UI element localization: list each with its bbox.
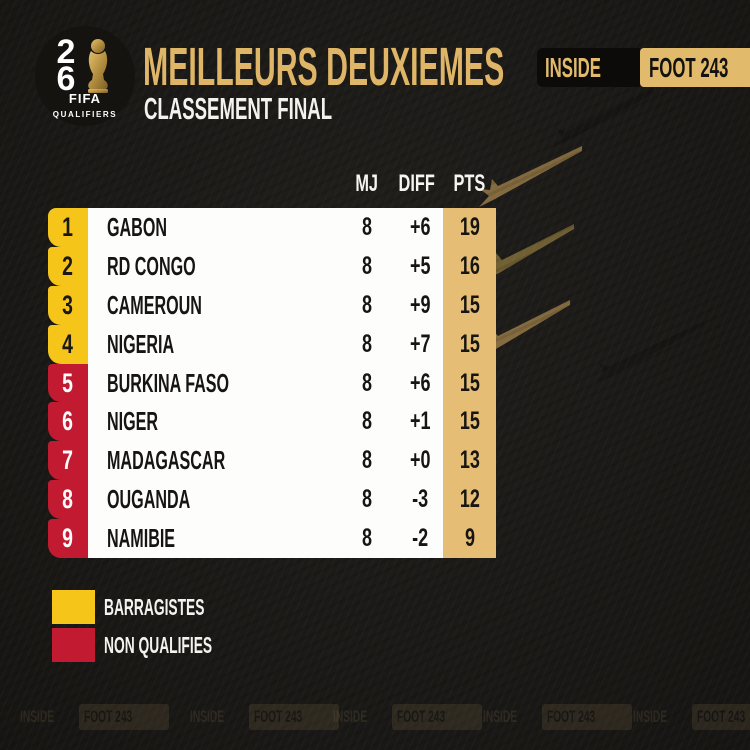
table-row: 9 NAMIBIE 8 -2 9 — [48, 519, 496, 559]
mj-value: 8 — [337, 246, 397, 286]
diff-value: -3 — [397, 480, 443, 520]
legend-label: NON QUALIFIES — [104, 631, 213, 658]
rank-badge: 3 — [48, 285, 88, 325]
watermark-logo: INSIDE FOOT 243 — [483, 704, 632, 730]
diff-value: +7 — [397, 324, 443, 364]
diff-value: +9 — [397, 285, 443, 325]
diff-value: +6 — [397, 208, 443, 247]
rank-badge: 4 — [48, 324, 88, 364]
pts-value: 12 — [443, 480, 496, 520]
mj-value: 8 — [337, 208, 397, 247]
table-row: 8 OUGANDA 8 -3 12 — [48, 480, 496, 520]
diff-value: +0 — [397, 441, 443, 481]
rank-badge: 6 — [48, 402, 88, 442]
team-name: BURKINA FASO — [88, 363, 337, 403]
legend-label: BARRAGISTES — [104, 593, 205, 620]
mj-value: 8 — [337, 324, 397, 364]
dark-claw-mark — [552, 88, 654, 148]
fifa-qualifiers-logo: 2 6 FIFA QUALIFIERS — [35, 26, 135, 126]
table-row: 1 GABON 8 +6 19 — [48, 208, 496, 247]
team-name: NIGERIA — [88, 324, 337, 364]
diff-value: +1 — [397, 402, 443, 442]
rank-badge: 7 — [48, 441, 88, 481]
brand-foot243-segment: FOOT 243 — [640, 48, 750, 87]
pts-value: 19 — [443, 208, 496, 247]
diff-value: -2 — [397, 519, 443, 559]
logo-digit-2: 2 — [56, 33, 76, 71]
team-name: RD CONGO — [88, 246, 337, 286]
legend-swatch-red — [52, 628, 95, 662]
mj-value: 8 — [337, 480, 397, 520]
legend-item-barragistes: BARRAGISTES — [52, 590, 271, 624]
rank-badge: 1 — [48, 208, 88, 247]
page-subtitle: CLASSEMENT FINAL — [144, 91, 333, 126]
watermark-row: INSIDE FOOT 243 INSIDE FOOT 243 INSIDE FOOT 2… — [0, 704, 750, 732]
mj-value: 8 — [337, 519, 397, 559]
rank-badge: 9 — [48, 519, 88, 559]
table-row: 2 RD CONGO 8 +5 16 — [48, 246, 496, 286]
team-name: OUGANDA — [88, 480, 337, 520]
legend-swatch-yellow — [52, 590, 95, 624]
team-name: NAMIBIE — [88, 519, 337, 559]
diff-value: +5 — [397, 246, 443, 286]
team-name: MADAGASCAR — [88, 441, 337, 481]
table-row: 7 MADAGASCAR 8 +0 13 — [48, 441, 496, 481]
dark-claw-mark — [594, 321, 704, 383]
team-name: NIGER — [88, 402, 337, 442]
rank-badge: 5 — [48, 363, 88, 403]
pts-value: 15 — [443, 402, 496, 442]
pts-value: 16 — [443, 246, 496, 286]
pts-value: 15 — [443, 285, 496, 325]
rank-badge: 8 — [48, 480, 88, 520]
page-title: MEILLEURS DEUXIEMES — [143, 37, 505, 97]
logo-digit-6: 6 — [56, 60, 76, 98]
logo-qualifiers-text: QUALIFIERS — [52, 110, 118, 119]
pts-value: 15 — [443, 363, 496, 403]
mj-value: 8 — [337, 363, 397, 403]
brand-inside-segment: INSIDE — [537, 48, 641, 87]
world-cup-trophy-icon — [88, 39, 108, 93]
pts-value: 13 — [443, 441, 496, 481]
table-row: 4 NIGERIA 8 +7 15 — [48, 324, 496, 364]
watermark-logo: INSIDE FOOT 243 — [333, 704, 482, 730]
watermark-logo: INSIDE FOOT 243 — [20, 704, 169, 730]
pts-value: 15 — [443, 324, 496, 364]
pts-value: 9 — [443, 519, 496, 559]
column-header-mj: MJ — [355, 170, 379, 197]
standings-table-body: 1 GABON 8 +6 19 2 RD CONGO 8 +5 16 3 CAMEROUN 8 +9 15 4… — [48, 208, 496, 559]
watermark-logo: INSIDE FOOT 243 — [633, 704, 750, 730]
rank-badge: 2 — [48, 246, 88, 286]
mj-value: 8 — [337, 285, 397, 325]
table-row: 5 BURKINA FASO 8 +6 15 — [48, 363, 496, 403]
table-row: 6 NIGER 8 +1 15 — [48, 402, 496, 442]
column-header-diff: DIFF — [398, 170, 436, 197]
team-name: GABON — [88, 208, 337, 247]
inside-foot-243-logo: INSIDE FOOT 243 — [537, 48, 750, 87]
diff-value: +6 — [397, 363, 443, 403]
logo-fifa-text: FIFA — [68, 91, 102, 106]
team-name: CAMEROUN — [88, 285, 337, 325]
mj-value: 8 — [337, 441, 397, 481]
table-row: 3 CAMEROUN 8 +9 15 — [48, 285, 496, 325]
mj-value: 8 — [337, 402, 397, 442]
column-header-pts: PTS — [453, 170, 485, 197]
watermark-logo: INSIDE FOOT 243 — [190, 704, 339, 730]
legend-item-non-qualifies: NON QUALIFIES — [52, 628, 284, 662]
